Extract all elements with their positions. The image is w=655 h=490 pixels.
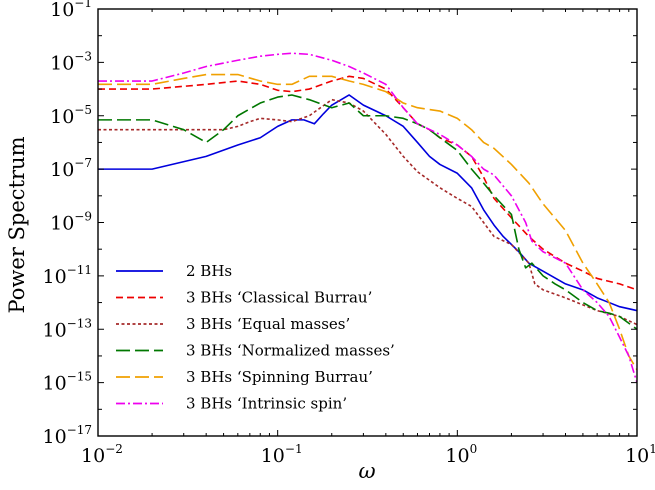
series-line-3 (98, 98, 637, 326)
x-tick-label: 100 (445, 442, 477, 467)
y-tick-label: 10−13 (42, 316, 92, 341)
legend-label-1: 2 BHs (186, 262, 232, 280)
y-tick-label: 10−3 (50, 49, 92, 74)
legend-label-6: 3 BHs ‘Intrinsic spin’ (186, 395, 347, 413)
legend-label-5: 3 BHs ‘Spinning Burrau’ (186, 368, 373, 386)
legend-label-3: 3 BHs ‘Equal masses’ (186, 315, 350, 333)
y-tick-label: 10−5 (50, 103, 92, 128)
series-lines (98, 52, 637, 383)
y-tick-label: 10−1 (50, 0, 92, 21)
x-axis-title: ω (358, 459, 375, 483)
y-tick-label: 10−9 (50, 210, 92, 235)
y-axis-title: Power Spectrum (5, 136, 29, 313)
x-tick-label: 10−1 (261, 442, 303, 467)
x-tick-label: 10−2 (81, 442, 123, 467)
y-tick-labels: 10−17 10−15 10−13 10−11 10−9 10−7 10−5 10−3 10−1 (42, 0, 92, 448)
y-tick-label: 10−17 (42, 423, 92, 448)
series-line-1 (98, 94, 637, 312)
legend-label-2: 3 BHs ‘Classical Burrau’ (186, 289, 372, 307)
series-line-6 (98, 52, 637, 383)
legend: 2 BHs 3 BHs ‘Classical Burrau’ 3 BHs ‘Equa… (116, 262, 395, 413)
y-tick-label: 10−7 (50, 156, 92, 181)
legend-label-4: 3 BHs ‘Normalized masses’ (186, 342, 395, 360)
y-tick-label: 10−11 (42, 263, 92, 288)
series-line-4 (98, 94, 637, 330)
series-line-5 (98, 73, 637, 371)
axis-ticks (97, 8, 638, 437)
x-tick-labels: 10−2 10−1 100 101 (81, 442, 655, 467)
y-tick-label: 10−15 (42, 370, 92, 395)
x-tick-label: 101 (625, 442, 655, 467)
